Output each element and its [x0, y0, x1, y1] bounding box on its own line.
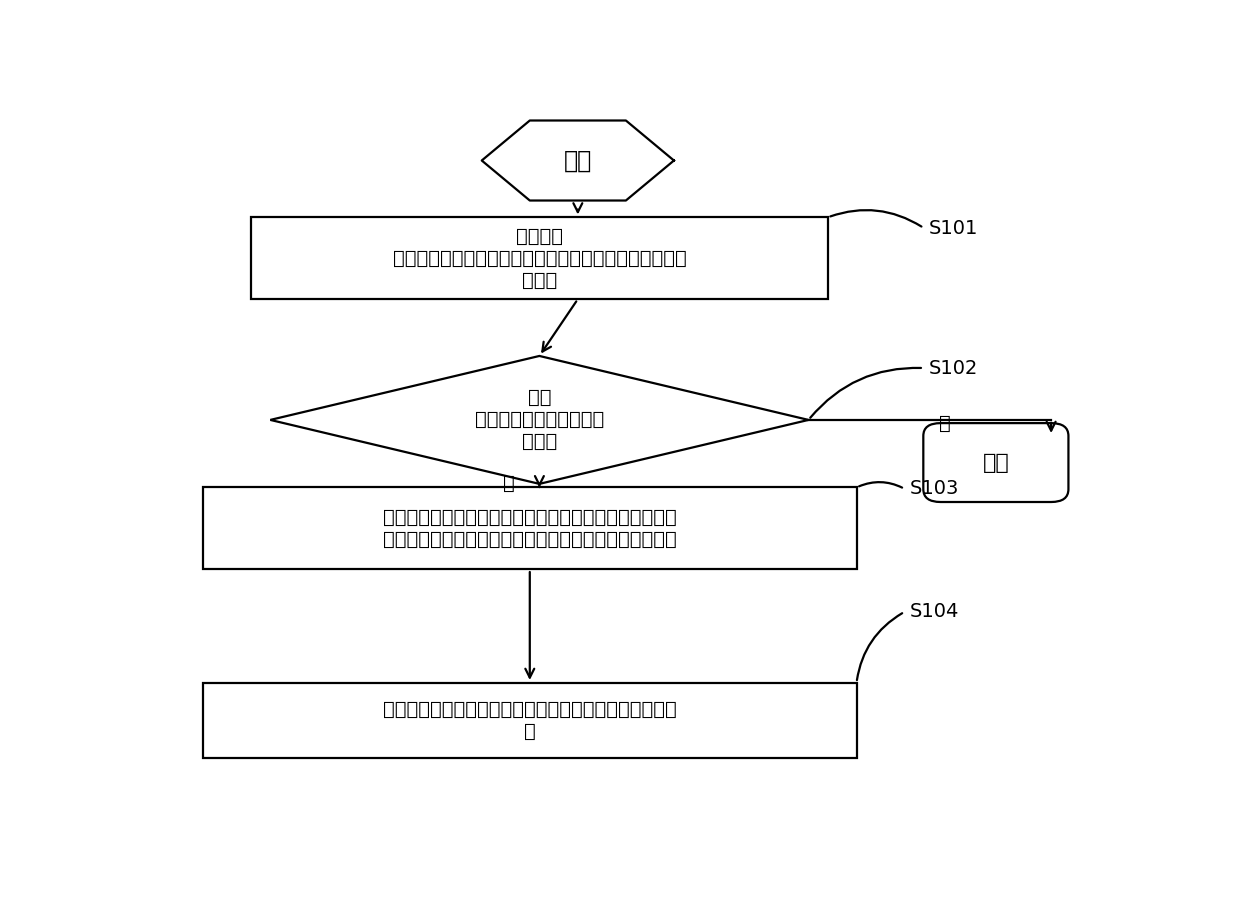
Text: S103: S103 — [909, 479, 959, 498]
Text: S101: S101 — [929, 219, 978, 237]
Text: 压制对应预测反褶积结果的多次波，得到压制后的单道数
据: 压制对应预测反褶积结果的多次波，得到压制后的单道数 据 — [383, 700, 677, 740]
Text: 结束: 结束 — [982, 452, 1009, 473]
Text: 开始: 开始 — [564, 149, 591, 173]
Bar — [250, 218, 828, 299]
Text: 是: 是 — [502, 473, 515, 493]
Text: 针对海上
单道超高频声波数据中的单道数据，计算单道数据的自相
关函数: 针对海上 单道超高频声波数据中的单道数据，计算单道数据的自相 关函数 — [393, 227, 686, 290]
Text: 否: 否 — [939, 414, 951, 433]
Text: S102: S102 — [929, 358, 978, 378]
Bar — [203, 487, 857, 569]
Text: 根据自相关函数确定预测反褶积参数，利用预测反褶积参
数对单道数据进行预测反褶积运算，得到预测反褶积结果: 根据自相关函数确定预测反褶积参数，利用预测反褶积参 数对单道数据进行预测反褶积运… — [383, 508, 677, 549]
Text: S104: S104 — [909, 603, 959, 621]
Text: 根据
自相关函数判断是否存在
多次波: 根据 自相关函数判断是否存在 多次波 — [475, 389, 604, 451]
Polygon shape — [270, 356, 808, 484]
Bar — [203, 683, 857, 758]
FancyBboxPatch shape — [924, 423, 1069, 502]
